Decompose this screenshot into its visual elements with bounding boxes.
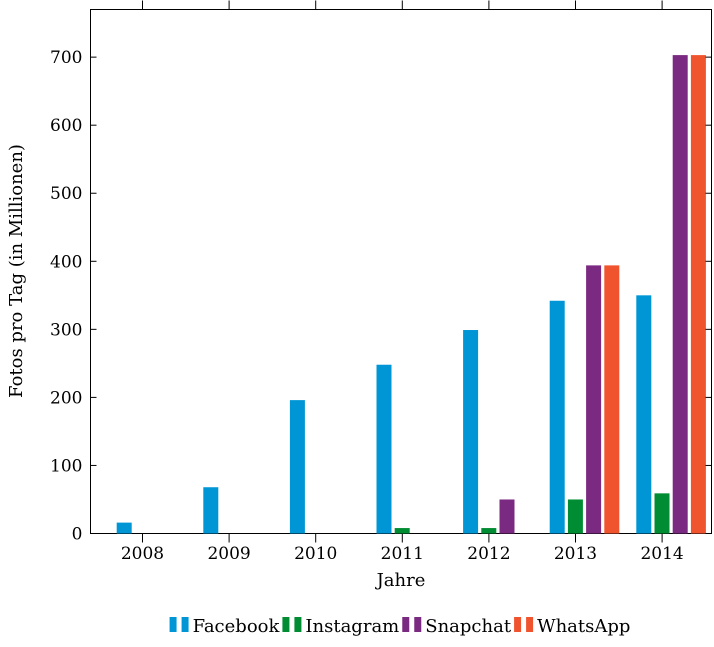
legend-swatch — [169, 617, 189, 632]
x-tick-label: 2013 — [554, 544, 597, 564]
y-tick-label: 400 — [50, 252, 82, 272]
legend-item-whatsapp: WhatsApp — [514, 616, 630, 637]
y-axis: 0 100 200 300 400 500 600 700 — [50, 48, 712, 545]
bar-facebook-2014 — [636, 295, 652, 534]
x-tick-label: 2010 — [294, 544, 337, 564]
bar-snapchat-2013 — [586, 265, 602, 534]
bar-instagram-2012 — [481, 528, 497, 534]
y-tick-label: 200 — [50, 388, 82, 408]
y-tick-label: 700 — [50, 48, 82, 68]
bar-facebook-2010 — [289, 400, 305, 534]
x-tick-label: 2008 — [121, 544, 164, 564]
legend-label: Instagram — [305, 616, 399, 637]
bar-facebook-2008 — [116, 522, 132, 534]
legend-item-instagram: Instagram — [282, 616, 399, 637]
y-tick-label: 100 — [50, 456, 82, 476]
x-axis: 2008 2009 2010 2011 2012 2013 2014 — [98, 0, 706, 564]
y-tick-label: 500 — [50, 184, 82, 204]
bar-instagram-2011 — [394, 528, 410, 534]
legend: Facebook Instagram Snapchat WhatsApp — [169, 616, 630, 637]
x-tick-label: 2011 — [381, 544, 424, 564]
bar-snapchat-2014 — [672, 55, 688, 534]
bar-facebook-2013 — [549, 300, 565, 534]
legend-label: Snapchat — [425, 616, 512, 637]
legend-item-snapchat: Snapchat — [402, 616, 512, 637]
bar-facebook-2011 — [376, 364, 392, 534]
bar-snapchat-2012 — [499, 499, 515, 534]
legend-swatch — [514, 617, 534, 632]
y-axis-label: Fotos pro Tag (in Millionen) — [6, 144, 27, 398]
bar-instagram-2014 — [654, 493, 670, 534]
bar-whatsapp-2013 — [604, 265, 620, 534]
legend-swatch — [282, 617, 302, 632]
legend-swatch — [402, 617, 422, 632]
legend-item-facebook: Facebook — [169, 616, 281, 637]
bar-whatsapp-2014 — [690, 55, 706, 534]
y-tick-label: 0 — [72, 525, 83, 545]
x-tick-label: 2012 — [467, 544, 510, 564]
bar-instagram-2013 — [567, 499, 583, 534]
bar-facebook-2012 — [463, 330, 479, 534]
x-axis-label: Jahre — [375, 570, 426, 591]
legend-label: Facebook — [193, 616, 281, 637]
x-tick-label: 2014 — [640, 544, 683, 564]
bar-facebook-2009 — [203, 487, 219, 534]
x-tick-label: 2009 — [207, 544, 250, 564]
y-tick-label: 600 — [50, 116, 82, 136]
legend-label: WhatsApp — [537, 616, 630, 637]
y-tick-label: 300 — [50, 320, 82, 340]
bars-group — [116, 55, 706, 534]
